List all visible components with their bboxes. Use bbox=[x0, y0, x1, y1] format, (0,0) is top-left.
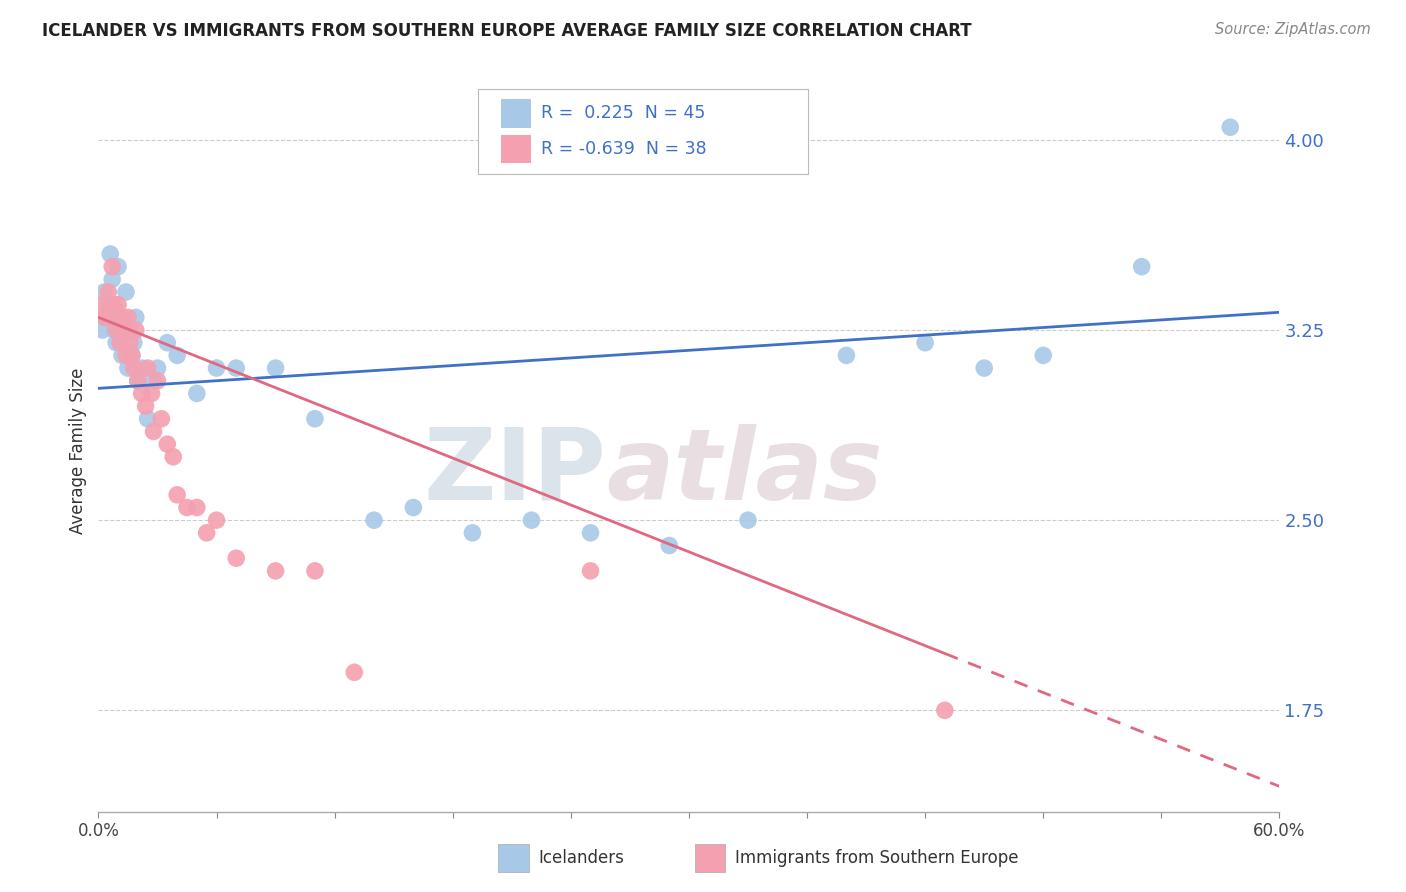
Point bbox=[105, 335, 128, 350]
Point bbox=[96, 310, 118, 325]
Point bbox=[121, 348, 143, 362]
Point bbox=[112, 323, 135, 337]
Point bbox=[934, 703, 956, 717]
Point bbox=[136, 411, 159, 425]
Point bbox=[135, 399, 157, 413]
Point bbox=[973, 361, 995, 376]
Point bbox=[97, 285, 120, 299]
Point bbox=[122, 361, 145, 376]
Point bbox=[97, 298, 120, 312]
Point bbox=[579, 564, 602, 578]
Text: atlas: atlas bbox=[606, 424, 883, 521]
Point bbox=[156, 335, 179, 350]
Point bbox=[117, 310, 139, 325]
Point bbox=[131, 361, 153, 376]
Point bbox=[146, 374, 169, 388]
Point bbox=[127, 374, 149, 388]
Text: Immigrants from Southern Europe: Immigrants from Southern Europe bbox=[735, 849, 1019, 867]
Text: R =  0.225  N = 45: R = 0.225 N = 45 bbox=[541, 104, 706, 122]
Point bbox=[1130, 260, 1153, 274]
Point bbox=[195, 525, 218, 540]
Point bbox=[264, 564, 287, 578]
Point bbox=[91, 323, 114, 337]
Point bbox=[156, 437, 179, 451]
Point bbox=[98, 247, 121, 261]
Point bbox=[101, 260, 124, 274]
Point bbox=[225, 551, 247, 566]
Text: R = -0.639  N = 38: R = -0.639 N = 38 bbox=[541, 140, 707, 158]
Point bbox=[125, 323, 148, 337]
Point bbox=[141, 386, 163, 401]
Point bbox=[166, 488, 188, 502]
Point bbox=[142, 425, 165, 439]
Point bbox=[150, 411, 173, 425]
Point bbox=[121, 348, 143, 362]
Point bbox=[107, 298, 129, 312]
Text: Source: ZipAtlas.com: Source: ZipAtlas.com bbox=[1215, 22, 1371, 37]
Point bbox=[111, 310, 134, 325]
Text: Icelanders: Icelanders bbox=[538, 849, 624, 867]
Text: ZIP: ZIP bbox=[423, 424, 606, 521]
Y-axis label: Average Family Size: Average Family Size bbox=[69, 368, 87, 533]
Point bbox=[186, 500, 208, 515]
Point bbox=[101, 272, 124, 286]
Point bbox=[1219, 120, 1241, 135]
Point bbox=[112, 323, 135, 337]
Point bbox=[142, 374, 165, 388]
Point bbox=[835, 348, 858, 362]
Point bbox=[108, 335, 131, 350]
Point bbox=[343, 665, 366, 680]
Point bbox=[93, 285, 115, 299]
Point bbox=[105, 323, 128, 337]
Point bbox=[98, 310, 121, 325]
Point bbox=[103, 298, 125, 312]
Point bbox=[117, 361, 139, 376]
Point bbox=[107, 310, 129, 325]
Point bbox=[131, 386, 153, 401]
Point bbox=[91, 298, 114, 312]
Point bbox=[108, 335, 131, 350]
Point bbox=[363, 513, 385, 527]
Point bbox=[579, 525, 602, 540]
Point bbox=[146, 361, 169, 376]
Point bbox=[658, 539, 681, 553]
Point bbox=[127, 374, 149, 388]
Point bbox=[304, 564, 326, 578]
Point bbox=[461, 525, 484, 540]
Point bbox=[103, 323, 125, 337]
Point bbox=[304, 411, 326, 425]
Point bbox=[118, 323, 141, 337]
Point bbox=[737, 513, 759, 527]
Point bbox=[125, 310, 148, 325]
Point bbox=[107, 260, 129, 274]
Point bbox=[264, 361, 287, 376]
Point bbox=[111, 348, 134, 362]
Point bbox=[1032, 348, 1054, 362]
Point bbox=[205, 361, 228, 376]
Text: ICELANDER VS IMMIGRANTS FROM SOUTHERN EUROPE AVERAGE FAMILY SIZE CORRELATION CHA: ICELANDER VS IMMIGRANTS FROM SOUTHERN EU… bbox=[42, 22, 972, 40]
Point bbox=[402, 500, 425, 515]
Point bbox=[205, 513, 228, 527]
Point bbox=[118, 335, 141, 350]
Point bbox=[166, 348, 188, 362]
Point bbox=[186, 386, 208, 401]
Point bbox=[162, 450, 184, 464]
Point bbox=[176, 500, 198, 515]
Point bbox=[136, 361, 159, 376]
Point bbox=[225, 361, 247, 376]
Point bbox=[115, 348, 138, 362]
Point bbox=[93, 310, 115, 325]
Point bbox=[122, 335, 145, 350]
Point bbox=[914, 335, 936, 350]
Point bbox=[111, 310, 134, 325]
Point bbox=[115, 285, 138, 299]
Point bbox=[520, 513, 543, 527]
